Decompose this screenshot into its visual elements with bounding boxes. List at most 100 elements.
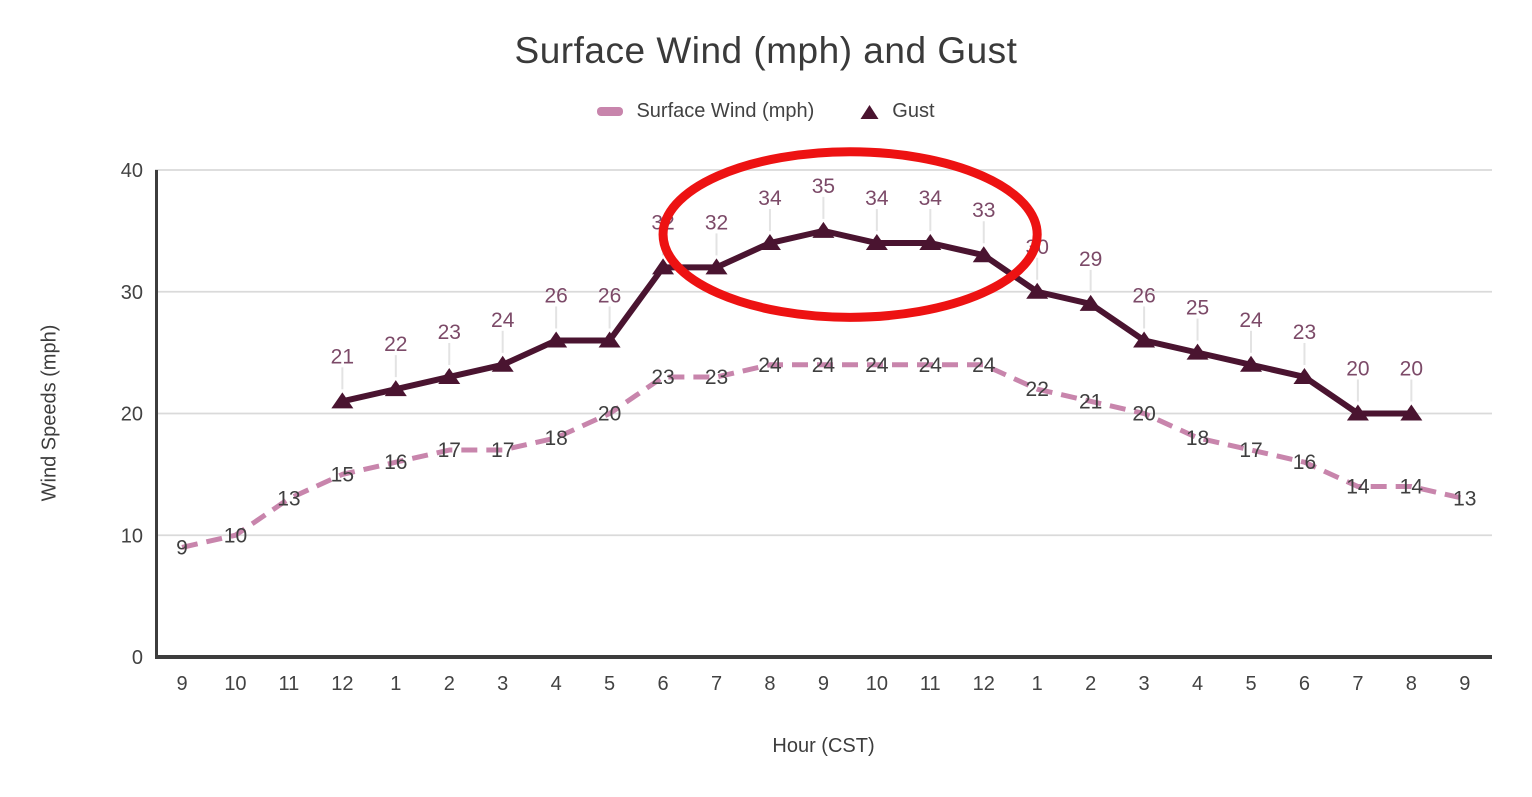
- surface-wind-data-label: 24: [972, 354, 996, 377]
- gust-marker: [1400, 404, 1423, 421]
- chart-title: Surface Wind (mph) and Gust: [514, 30, 1018, 71]
- surface-wind-data-label: 21: [1079, 390, 1102, 413]
- x-tick-label-14: 11: [920, 673, 941, 695]
- gust-triangle-swatch-icon: [860, 104, 879, 119]
- surface-wind-data-label: 18: [544, 427, 567, 450]
- gust-marker: [758, 234, 781, 251]
- gust-marker: [438, 367, 461, 384]
- surface-wind-data-label: 23: [651, 366, 674, 389]
- x-tick-label-1: 10: [224, 673, 246, 695]
- gust-data-label: 26: [598, 284, 621, 307]
- gust-marker: [384, 380, 407, 397]
- gust-data-label: 23: [438, 321, 461, 344]
- x-tick-label-8: 5: [604, 673, 615, 695]
- x-tick-label-24: 9: [1459, 673, 1470, 695]
- gust-marker: [1346, 404, 1369, 421]
- x-tick-label-4: 1: [390, 673, 401, 695]
- x-tick-label-15: 12: [973, 673, 995, 695]
- gust-marker: [1026, 282, 1049, 299]
- gust-marker: [705, 258, 728, 275]
- legend-label-surface-wind: Surface Wind (mph): [636, 100, 815, 122]
- gust-marker: [491, 355, 514, 372]
- x-tick-label-6: 3: [497, 673, 508, 695]
- gust-marker: [972, 246, 995, 263]
- legend-label-gust: Gust: [892, 100, 935, 122]
- x-tick-label-11: 8: [764, 673, 775, 695]
- gust-marker: [1186, 343, 1209, 360]
- surface-wind-data-label: 10: [224, 524, 247, 547]
- gust-marker: [598, 331, 621, 348]
- x-tick-label-19: 4: [1192, 673, 1203, 695]
- surface-wind-data-label: 17: [438, 439, 461, 462]
- gust-data-label: 26: [544, 284, 567, 307]
- x-tick-label-22: 7: [1352, 673, 1363, 695]
- x-tick-label-17: 2: [1085, 673, 1096, 695]
- gust-data-label: 34: [865, 187, 889, 210]
- x-tick-label-7: 4: [551, 673, 562, 695]
- gust-data-label: 32: [705, 211, 728, 234]
- chart-legend: Surface Wind (mph) Gust: [0, 100, 1532, 123]
- y-tick-label-30: 30: [121, 282, 143, 304]
- gust-marker: [865, 234, 888, 251]
- surface-wind-data-label: 17: [1239, 439, 1262, 462]
- x-tick-label-3: 12: [331, 673, 353, 695]
- surface-wind-data-label: 9: [176, 536, 188, 559]
- surface-wind-data-label: 22: [1026, 378, 1049, 401]
- x-tick-label-0: 9: [176, 673, 187, 695]
- x-tick-label-18: 3: [1139, 673, 1150, 695]
- y-tick-label-10: 10: [121, 525, 143, 547]
- surface-wind-data-label: 23: [705, 366, 728, 389]
- legend-item-gust: Gust: [860, 100, 935, 123]
- surface-wind-data-label: 20: [1132, 403, 1155, 426]
- surface-wind-data-label: 20: [598, 403, 621, 426]
- gust-marker: [1293, 367, 1316, 384]
- gust-data-label: 21: [331, 345, 354, 368]
- x-tick-label-5: 2: [444, 673, 455, 695]
- surface-wind-line: [181, 362, 1466, 550]
- x-tick-label-9: 6: [657, 673, 668, 695]
- surface-wind-data-label: 24: [758, 354, 782, 377]
- legend-item-surface-wind: Surface Wind (mph): [597, 100, 814, 123]
- surface-wind-data-label: 24: [919, 354, 943, 377]
- gust-data-label: 35: [812, 175, 835, 198]
- gust-marker: [812, 221, 835, 238]
- gust-data-label: 25: [1186, 297, 1209, 320]
- gust-data-label: 24: [1239, 309, 1263, 332]
- x-tick-label-13: 10: [866, 673, 888, 695]
- gust-marker: [1240, 355, 1262, 372]
- x-tick-label-21: 6: [1299, 673, 1310, 695]
- x-axis-title: Hour (CST): [772, 735, 875, 757]
- x-tick-label-23: 8: [1406, 673, 1417, 695]
- gust-data-label: 20: [1346, 358, 1369, 381]
- surface-wind-data-label: 24: [865, 354, 889, 377]
- red-emphasis-ellipse: [658, 147, 1042, 322]
- surface-wind-data-label: 14: [1346, 476, 1370, 499]
- surface-wind-data-label: 13: [1453, 488, 1476, 511]
- gust-data-label: 24: [491, 309, 515, 332]
- surface-wind-data-label: 18: [1186, 427, 1209, 450]
- x-tick-label-2: 11: [279, 673, 300, 695]
- surface-wind-data-label: 15: [331, 463, 354, 486]
- x-tick-label-20: 5: [1245, 673, 1256, 695]
- gust-data-label: 26: [1132, 284, 1155, 307]
- surface-wind-data-label: 17: [491, 439, 514, 462]
- x-tick-label-16: 1: [1032, 673, 1043, 695]
- gust-data-label: 29: [1079, 248, 1102, 271]
- gust-marker: [1079, 294, 1102, 311]
- y-tick-label-0: 0: [132, 647, 143, 669]
- gust-data-label: 22: [384, 333, 407, 356]
- gust-marker: [652, 258, 675, 275]
- surface-wind-data-label: 13: [277, 488, 300, 511]
- gust-data-label: 34: [919, 187, 943, 210]
- x-tick-label-10: 7: [711, 673, 722, 695]
- surface-wind-dash-swatch-icon: [597, 107, 624, 116]
- gust-data-label: 23: [1293, 321, 1316, 344]
- gust-data-label: 34: [758, 187, 782, 210]
- surface-wind-data-label: 24: [812, 354, 836, 377]
- gust-marker: [1133, 331, 1156, 348]
- x-tick-label-12: 9: [818, 673, 829, 695]
- y-tick-label-40: 40: [121, 160, 143, 182]
- y-tick-label-20: 20: [121, 404, 143, 426]
- surface-wind-data-label: 14: [1400, 476, 1424, 499]
